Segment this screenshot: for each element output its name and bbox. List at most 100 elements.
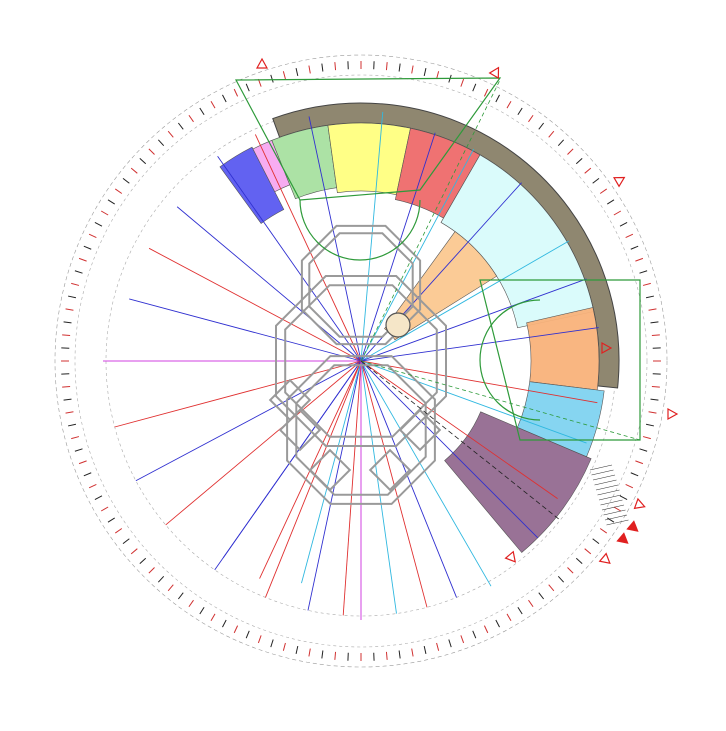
tick-mark [200, 607, 204, 614]
tick-mark [62, 386, 70, 387]
tick-mark [626, 234, 633, 237]
tick-mark [189, 600, 194, 607]
tick-mark [246, 631, 249, 638]
tick-mark [631, 473, 638, 476]
building-wing [400, 410, 440, 450]
sight-ray [115, 361, 361, 427]
tick-mark [386, 652, 387, 660]
tick-mark [649, 412, 657, 413]
tick-mark [600, 528, 607, 533]
tick-mark [64, 399, 72, 400]
stair-line [592, 470, 614, 475]
tick-mark [576, 158, 582, 163]
tick-mark [399, 64, 400, 72]
tick-mark [614, 507, 621, 511]
tick-mark [484, 626, 487, 633]
sight-ray [361, 361, 457, 597]
tick-mark [123, 178, 129, 183]
tick-mark [75, 449, 83, 451]
tick-mark [149, 567, 155, 573]
tick-mark [200, 108, 204, 115]
tick-mark [424, 646, 426, 654]
compass-marker-icon [490, 65, 503, 78]
tick-mark [108, 518, 115, 522]
tick-mark [115, 528, 122, 533]
tick-mark [168, 131, 173, 137]
tick-mark [614, 211, 621, 215]
tick-mark [643, 283, 651, 285]
tick-mark [626, 484, 633, 487]
tick-mark [64, 322, 72, 323]
tick-mark [558, 140, 563, 146]
tick-mark [507, 101, 511, 108]
tick-mark [576, 558, 582, 563]
tick-mark [607, 200, 614, 204]
sight-ray [129, 299, 361, 361]
tick-mark [95, 496, 102, 500]
tick-mark [246, 84, 249, 91]
building-plan [270, 226, 446, 504]
tick-mark [528, 600, 533, 607]
tick-mark [585, 168, 591, 173]
tick-mark [71, 283, 79, 285]
tick-mark [386, 62, 387, 70]
tick-mark [518, 607, 522, 614]
tick-mark [518, 108, 522, 115]
tick-mark [507, 614, 511, 621]
tick-mark [335, 652, 336, 660]
tick-mark [131, 549, 137, 554]
tick-mark [424, 68, 426, 76]
tick-mark [101, 211, 108, 215]
tick-mark [189, 115, 194, 122]
tick-mark [158, 140, 163, 146]
tick-mark [140, 558, 146, 563]
compass-marker-icon [506, 552, 519, 565]
tick-mark [567, 567, 573, 573]
tick-mark [123, 539, 129, 544]
tick-mark [539, 123, 544, 129]
tick-mark [89, 484, 96, 487]
tick-mark [309, 649, 310, 657]
tick-mark [643, 437, 651, 439]
tick-mark [539, 593, 544, 599]
tick-mark [652, 386, 660, 387]
tick-mark [322, 64, 323, 72]
compass-marker-icon [257, 59, 267, 68]
tick-mark [652, 335, 660, 336]
tick-mark [309, 66, 310, 74]
stair-line [599, 495, 621, 500]
tick-mark [399, 651, 400, 659]
tick-mark [234, 626, 237, 633]
tick-mark [549, 131, 554, 137]
tick-mark [646, 296, 654, 298]
tick-mark [89, 234, 96, 237]
tick-mark [101, 507, 108, 511]
tick-mark [593, 178, 599, 183]
sight-ray [361, 361, 427, 607]
tick-mark [473, 631, 476, 638]
tick-mark [635, 258, 643, 261]
tick-mark [549, 585, 554, 591]
tick-mark [558, 576, 563, 582]
stair-line [601, 500, 623, 505]
tick-mark [461, 635, 464, 643]
tick-mark [178, 123, 183, 129]
tick-mark [158, 576, 163, 582]
stair-line [596, 485, 618, 490]
tick-mark [620, 222, 627, 226]
tick-mark [258, 635, 261, 643]
compass-marker-icon [614, 173, 627, 186]
tick-mark [631, 246, 638, 249]
tick-mark [62, 335, 70, 336]
compass-marker-icon [635, 499, 647, 511]
tick-mark [496, 95, 500, 102]
tick-mark [635, 461, 643, 464]
tick-mark [66, 412, 74, 413]
tick-mark [473, 84, 476, 91]
segment-yellow [328, 123, 411, 195]
tick-mark [84, 473, 91, 476]
tick-mark [567, 149, 573, 155]
north-arrow-icon [616, 532, 632, 548]
tick-mark [108, 200, 115, 204]
